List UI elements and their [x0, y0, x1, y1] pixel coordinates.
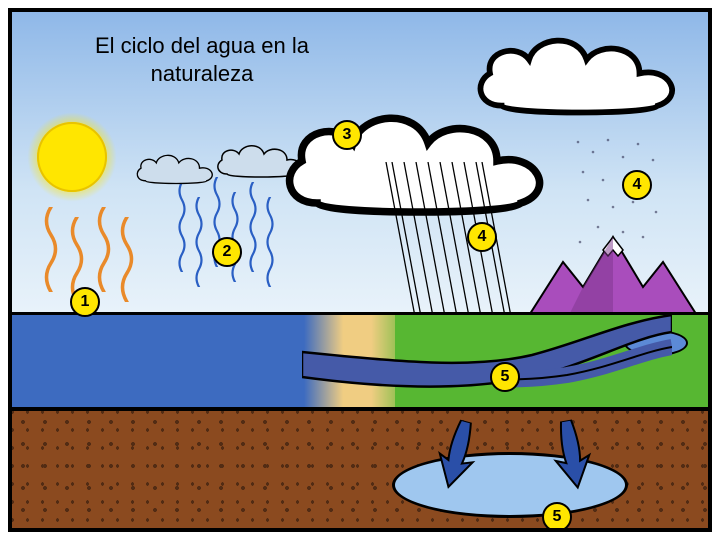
evaporation-wave-icon — [194, 197, 204, 287]
stage-badge: 1 — [70, 287, 100, 317]
evaporation-wave-icon — [177, 182, 187, 272]
evaporation-wave-icon — [248, 182, 258, 272]
diagram-title: El ciclo del agua en la naturaleza — [72, 32, 332, 87]
heat-wave-icon — [120, 217, 134, 302]
cloud-icon — [132, 152, 222, 187]
stage-badge: 4 — [467, 222, 497, 252]
heat-wave-icon — [97, 207, 111, 292]
cloud-icon — [467, 32, 697, 142]
river — [302, 307, 672, 407]
stage-badge: 3 — [332, 120, 362, 150]
diagram-frame: El ciclo del agua en la naturaleza — [8, 8, 712, 532]
sun-icon — [37, 122, 107, 192]
heat-wave-icon — [44, 207, 58, 292]
stage-badge: 5 — [490, 362, 520, 392]
stage-badge: 4 — [622, 170, 652, 200]
stage-badge: 5 — [542, 502, 572, 532]
stage-badge: 2 — [212, 237, 242, 267]
mountain-icon — [528, 232, 698, 317]
